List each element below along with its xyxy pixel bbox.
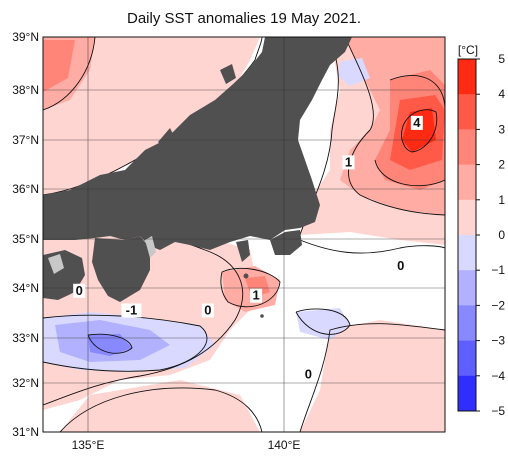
contour-line — [389, 75, 445, 111]
graticule — [43, 37, 445, 432]
colorbar-segment — [458, 270, 476, 306]
colorbar-tick-label: 3 — [498, 122, 505, 136]
contour-labels: 4 1 0 0 -1 0 1 0 — [73, 115, 423, 382]
lon-tick-label: 135°E — [72, 438, 105, 452]
colorbar-tick-label: −5 — [491, 404, 505, 418]
colorbar-segment — [458, 375, 476, 412]
lat-tick-label: 34°N — [12, 281, 39, 295]
contour-label: 0 — [204, 303, 211, 318]
warm-anomaly-northwest-peak — [43, 40, 75, 92]
colorbar-segments — [458, 59, 476, 412]
contour-label-background — [302, 367, 315, 382]
colorbar-segment — [458, 164, 476, 201]
contour-label-background — [410, 115, 423, 130]
lon-tick-label: 140°E — [268, 438, 301, 452]
lat-tick-label: 33°N — [12, 331, 39, 345]
colorbar-tick-label: −1 — [491, 263, 505, 277]
warm-anomaly-southeast — [300, 320, 445, 432]
contour-label: -1 — [126, 303, 138, 318]
contour-line — [43, 37, 96, 111]
colorbar-segment — [458, 129, 476, 166]
land-boso — [270, 230, 302, 255]
lat-tick-label: 35°N — [12, 232, 39, 246]
contour-label-background — [201, 303, 214, 318]
colorbar-tick-label: 2 — [498, 158, 505, 172]
colorbar-tick-label: −2 — [491, 298, 505, 312]
cool-anomaly-east — [296, 308, 350, 340]
lat-tick-label: 36°N — [12, 182, 39, 196]
lat-tick-label: 31°N — [12, 425, 39, 439]
colorbar-segment — [458, 94, 476, 130]
figure-title: Daily SST anomalies 19 May 2021. — [127, 10, 361, 27]
contour-line — [295, 308, 351, 335]
contour-label-background — [73, 283, 86, 298]
contour-label-background — [394, 259, 407, 274]
land-izu-islands — [260, 314, 264, 318]
colorbar-tick-label: 1 — [498, 193, 505, 207]
land-izu-islands — [243, 273, 249, 279]
colorbar-tick-label: 4 — [498, 87, 505, 101]
contour-line — [401, 109, 438, 153]
land-kii — [92, 236, 150, 302]
map-frame — [42, 36, 446, 433]
colorbar-labels: 5 4 3 2 1 0 −1 −2 −3 −4 −5 — [476, 52, 505, 418]
contour-line — [374, 159, 445, 187]
warm-anomaly-northwest — [43, 37, 260, 195]
anomaly-fields — [43, 37, 445, 432]
lat-tick-label: 38°N — [12, 83, 39, 97]
contour-line — [220, 267, 281, 308]
land-sado — [220, 64, 236, 84]
colorbar-segment — [458, 305, 476, 342]
contour-label: 1 — [252, 288, 259, 303]
contour-label-background — [342, 155, 355, 170]
colorbar-tick-label: −4 — [491, 369, 505, 383]
lat-tick-label: 37°N — [12, 133, 39, 147]
contour-label: 0 — [76, 283, 83, 298]
lat-tick-label: 39°N — [12, 30, 39, 44]
land-awaji — [48, 254, 64, 274]
contour-label: 4 — [413, 115, 421, 130]
contour-label-background — [121, 303, 142, 318]
colorbar: [°C] 5 4 3 2 1 0 −1 −2 −3 −4 −5 — [457, 43, 505, 418]
longitude-axis: 135°E 140°E — [72, 438, 301, 452]
contour-line — [299, 323, 445, 432]
colorbar-units: [°C] — [458, 43, 478, 57]
land-izu — [236, 240, 250, 262]
contour-line — [87, 333, 133, 354]
colorbar-tick-label: 0 — [498, 228, 505, 242]
contour-line — [43, 314, 208, 372]
map-area: 4 1 0 0 -1 0 1 0 — [43, 37, 445, 432]
warm-anomaly-south — [60, 380, 260, 432]
colorbar-tick-label: −3 — [491, 334, 505, 348]
cool-anomaly-northeast-small — [338, 58, 370, 86]
contour-label: 0 — [305, 367, 312, 382]
colorbar-segment — [458, 199, 476, 236]
colorbar-segment — [458, 59, 476, 95]
latitude-axis: 39°N 38°N 37°N 36°N 35°N 34°N 33°N 32°N … — [12, 30, 39, 439]
contour-line — [299, 239, 445, 254]
colorbar-tick-label: 5 — [498, 52, 505, 66]
land-lake-biwa — [145, 236, 156, 258]
cool-anomaly-kuroshio-peak — [88, 334, 132, 356]
lat-tick-label: 32°N — [12, 376, 39, 390]
contour-label: 1 — [345, 154, 352, 169]
colorbar-segment — [458, 235, 476, 271]
contour-label-background — [250, 288, 263, 303]
colorbar-segment — [458, 340, 476, 377]
warm-anomaly-northeast-peak — [402, 108, 436, 152]
contour-label: 0 — [397, 258, 404, 273]
